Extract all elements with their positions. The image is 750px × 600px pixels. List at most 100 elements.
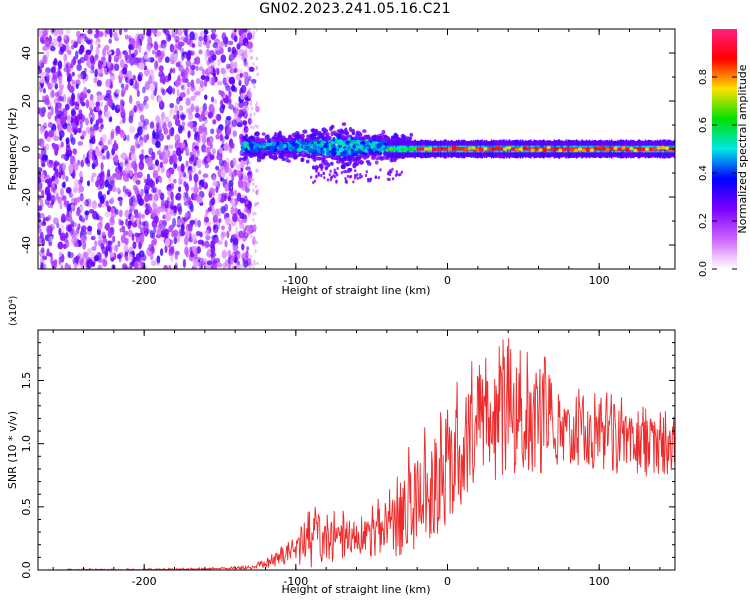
heatmap-cell (384, 148, 390, 152)
heatmap-cell (40, 247, 45, 254)
heatmap-cell (120, 107, 126, 117)
heatmap-cell (177, 40, 182, 51)
heatmap-cell (302, 129, 308, 134)
heatmap-cell (210, 244, 216, 254)
heatmap-cell (127, 220, 133, 226)
heatmap-cell (354, 169, 357, 173)
heatmap-cell (374, 160, 379, 165)
heatmap-cell (243, 209, 246, 213)
heatmap-cell (177, 165, 181, 172)
heatmap-cell (185, 97, 191, 107)
heatmap-cell (115, 173, 121, 180)
heatmap-cell (197, 219, 201, 228)
heatmap-cell (91, 246, 97, 251)
heatmap-cell (335, 171, 338, 176)
heatmap-cell (183, 37, 188, 43)
heatmap-cell (546, 145, 551, 150)
heatmap-cell (187, 130, 191, 139)
heatmap-cell (396, 146, 401, 150)
heatmap-cell (326, 151, 331, 156)
heatmap-cell (116, 253, 122, 260)
heatmap-cell (82, 213, 87, 219)
heatmap-cell (42, 88, 46, 94)
heatmap-cell (289, 146, 294, 151)
heatmap-cell (337, 150, 341, 156)
heatmap-cell (344, 176, 347, 181)
heatmap-cell (358, 154, 363, 159)
heatmap-cell (231, 119, 238, 128)
heatmap-cell (70, 228, 77, 239)
heatmap-cell (241, 194, 245, 198)
heatmap-cell (50, 80, 54, 88)
heatmap-cell (249, 254, 253, 259)
heatmap-cell (46, 248, 50, 256)
heatmap-cell (273, 156, 279, 160)
heatmap-cell (443, 147, 449, 151)
heatmap-cell (183, 191, 187, 202)
heatmap-cell (358, 175, 362, 180)
heatmap-cell (409, 132, 414, 137)
heatmap-cell (76, 63, 82, 72)
heatmap-cell (412, 146, 417, 151)
heatmap-cell (46, 193, 51, 201)
heatmap-cell (585, 148, 591, 153)
heatmap-cell (250, 234, 253, 239)
heatmap-cell (526, 146, 531, 151)
heatmap-cell (115, 125, 121, 135)
heatmap-cell (343, 155, 348, 161)
heatmap-cell (217, 58, 221, 67)
heatmap-cell (47, 111, 52, 120)
heatmap-cell (51, 180, 55, 189)
heatmap-cell (255, 66, 259, 71)
heatmap-cell (127, 253, 134, 263)
heatmap-cell (116, 104, 122, 110)
heatmap-cell (330, 140, 336, 145)
heatmap-cell (232, 245, 238, 253)
heatmap-cell (162, 214, 166, 220)
heatmap-cell (118, 209, 123, 218)
heatmap-cell (241, 225, 245, 230)
heatmap-cell (58, 95, 65, 102)
heatmap-cell (192, 245, 198, 255)
heatmap-cell (203, 78, 208, 88)
heatmap-cell (89, 93, 94, 102)
heatmap-cell (73, 242, 79, 248)
heatmap-cell (203, 118, 208, 125)
heatmap-cell (201, 123, 206, 128)
heatmap-cell (166, 134, 171, 140)
heatmap-cell (108, 245, 112, 254)
heatmap-cell (79, 171, 83, 178)
heatmap-cell (171, 29, 177, 36)
heatmap-cell (157, 150, 162, 156)
heatmap-cell (213, 237, 220, 244)
heatmap-cell (193, 57, 197, 65)
heatmap-cell (212, 53, 217, 61)
heatmap-cell (89, 69, 93, 74)
heatmap-cell (125, 83, 129, 91)
heatmap-cell (73, 128, 77, 135)
heatmap-cell (90, 175, 94, 183)
heatmap-cell (224, 183, 230, 192)
heatmap-cell (206, 260, 213, 266)
heatmap-cell (291, 137, 297, 142)
heatmap-cell (133, 105, 137, 113)
heatmap-cell (225, 217, 231, 226)
heatmap-cell (236, 164, 242, 170)
heatmap-cell (168, 264, 172, 269)
y-tick-label: 0 (20, 146, 33, 153)
heatmap-cell (294, 134, 299, 139)
heatmap-cell (61, 213, 66, 222)
heatmap-cell (366, 134, 371, 140)
heatmap-cell (652, 146, 658, 151)
heatmap-cell (192, 258, 199, 268)
heatmap-cell (158, 176, 163, 184)
heatmap-cell (637, 147, 642, 151)
heatmap-cell (128, 246, 134, 253)
heatmap-cell (542, 148, 547, 153)
heatmap-cell (256, 153, 261, 159)
heatmap-cell (330, 161, 334, 166)
heatmap-cell (408, 147, 413, 151)
heatmap-cell (244, 176, 247, 181)
heatmap-cell (416, 147, 421, 151)
heatmap-cell (332, 147, 337, 152)
